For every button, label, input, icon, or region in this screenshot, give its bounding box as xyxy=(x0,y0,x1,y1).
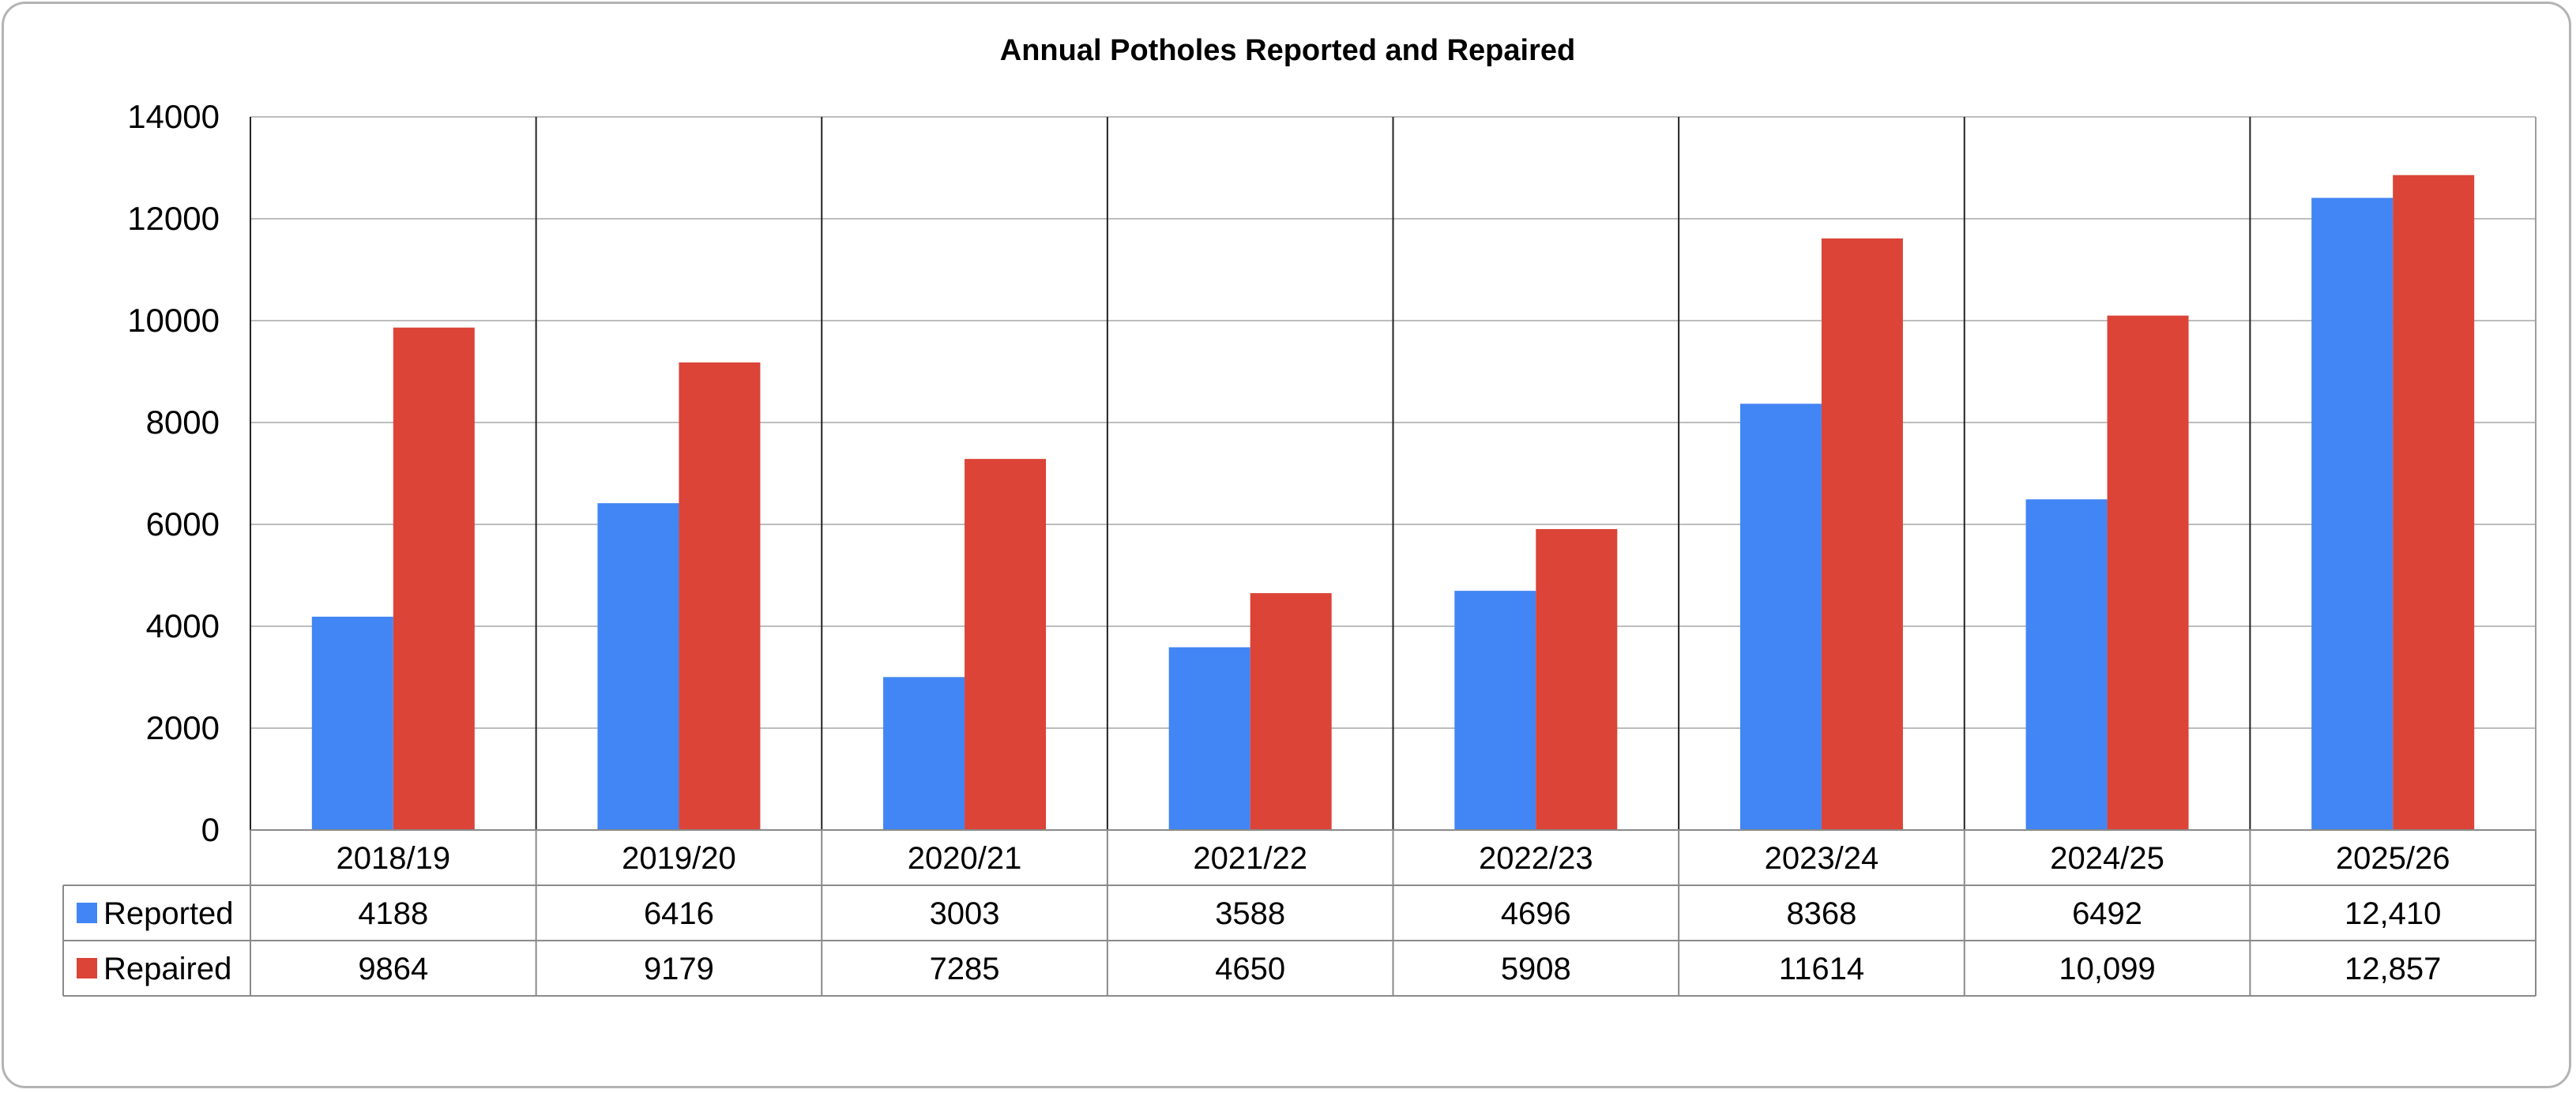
x-tick-label: 2020/21 xyxy=(908,841,1022,876)
bar-reported-2020-21 xyxy=(883,677,965,830)
bar-reported-2021-22 xyxy=(1168,647,1250,830)
table-value-repaired: 9864 xyxy=(358,952,428,986)
bar-reported-2025-26 xyxy=(2311,197,2394,830)
table-value-reported: 4696 xyxy=(1501,896,1571,931)
bar-reported-2019-20 xyxy=(597,503,679,830)
y-tick-label: 8000 xyxy=(146,404,220,441)
table-value-repaired: 12,857 xyxy=(2345,952,2441,986)
table-value-reported: 12,410 xyxy=(2345,896,2441,931)
bar-repaired-2022-23 xyxy=(1536,528,1618,830)
table-value-reported: 4188 xyxy=(358,896,428,931)
table-value-reported: 6492 xyxy=(2072,896,2142,931)
legend-label-repaired: Repaired xyxy=(103,952,231,986)
x-tick-label: 2024/25 xyxy=(2050,841,2164,876)
table-value-reported: 8368 xyxy=(1786,896,1856,931)
table-value-repaired: 5908 xyxy=(1501,952,1571,986)
bar-repaired-2025-26 xyxy=(2393,175,2475,830)
y-tick-label: 0 xyxy=(201,811,220,848)
y-tick-label: 6000 xyxy=(146,505,220,543)
table-value-reported: 3003 xyxy=(930,896,1000,931)
chart-title: Annual Potholes Reported and Repaired xyxy=(1000,34,1575,67)
bar-reported-2024-25 xyxy=(2025,499,2108,830)
y-tick-label: 12000 xyxy=(127,200,220,237)
table-value-repaired: 10,099 xyxy=(2059,952,2155,986)
bar-reported-2022-23 xyxy=(1454,591,1536,830)
bar-reported-2023-24 xyxy=(1739,404,1822,830)
x-tick-label: 2018/19 xyxy=(337,841,451,876)
bar-reported-2018-19 xyxy=(311,616,393,830)
y-tick-label: 10000 xyxy=(127,302,220,339)
x-tick-label: 2025/26 xyxy=(2336,841,2450,876)
legend-label-reported: Reported xyxy=(103,896,234,931)
x-tick-label: 2023/24 xyxy=(1765,841,1879,876)
x-tick-label: 2021/22 xyxy=(1193,841,1307,876)
bar-repaired-2024-25 xyxy=(2107,315,2189,830)
x-tick-label: 2022/23 xyxy=(1479,841,1593,876)
legend-key-repaired xyxy=(77,958,97,978)
x-tick-label: 2019/20 xyxy=(622,841,736,876)
legend-key-reported xyxy=(77,903,97,923)
bar-repaired-2020-21 xyxy=(965,459,1047,830)
table-value-repaired: 4650 xyxy=(1215,952,1285,986)
y-tick-label: 14000 xyxy=(127,98,220,135)
bar-repaired-2021-22 xyxy=(1250,593,1332,830)
table-value-reported: 3588 xyxy=(1215,896,1285,931)
table-value-repaired: 11614 xyxy=(1779,952,1864,986)
bar-repaired-2023-24 xyxy=(1821,238,1903,831)
table-value-repaired: 9179 xyxy=(644,952,714,986)
bar-repaired-2019-20 xyxy=(679,362,761,831)
table-value-repaired: 7285 xyxy=(930,952,1000,986)
table-value-reported: 6416 xyxy=(644,896,714,931)
y-tick-label: 2000 xyxy=(146,709,220,746)
bar-repaired-2018-19 xyxy=(393,327,475,831)
y-tick-label: 4000 xyxy=(146,607,220,644)
